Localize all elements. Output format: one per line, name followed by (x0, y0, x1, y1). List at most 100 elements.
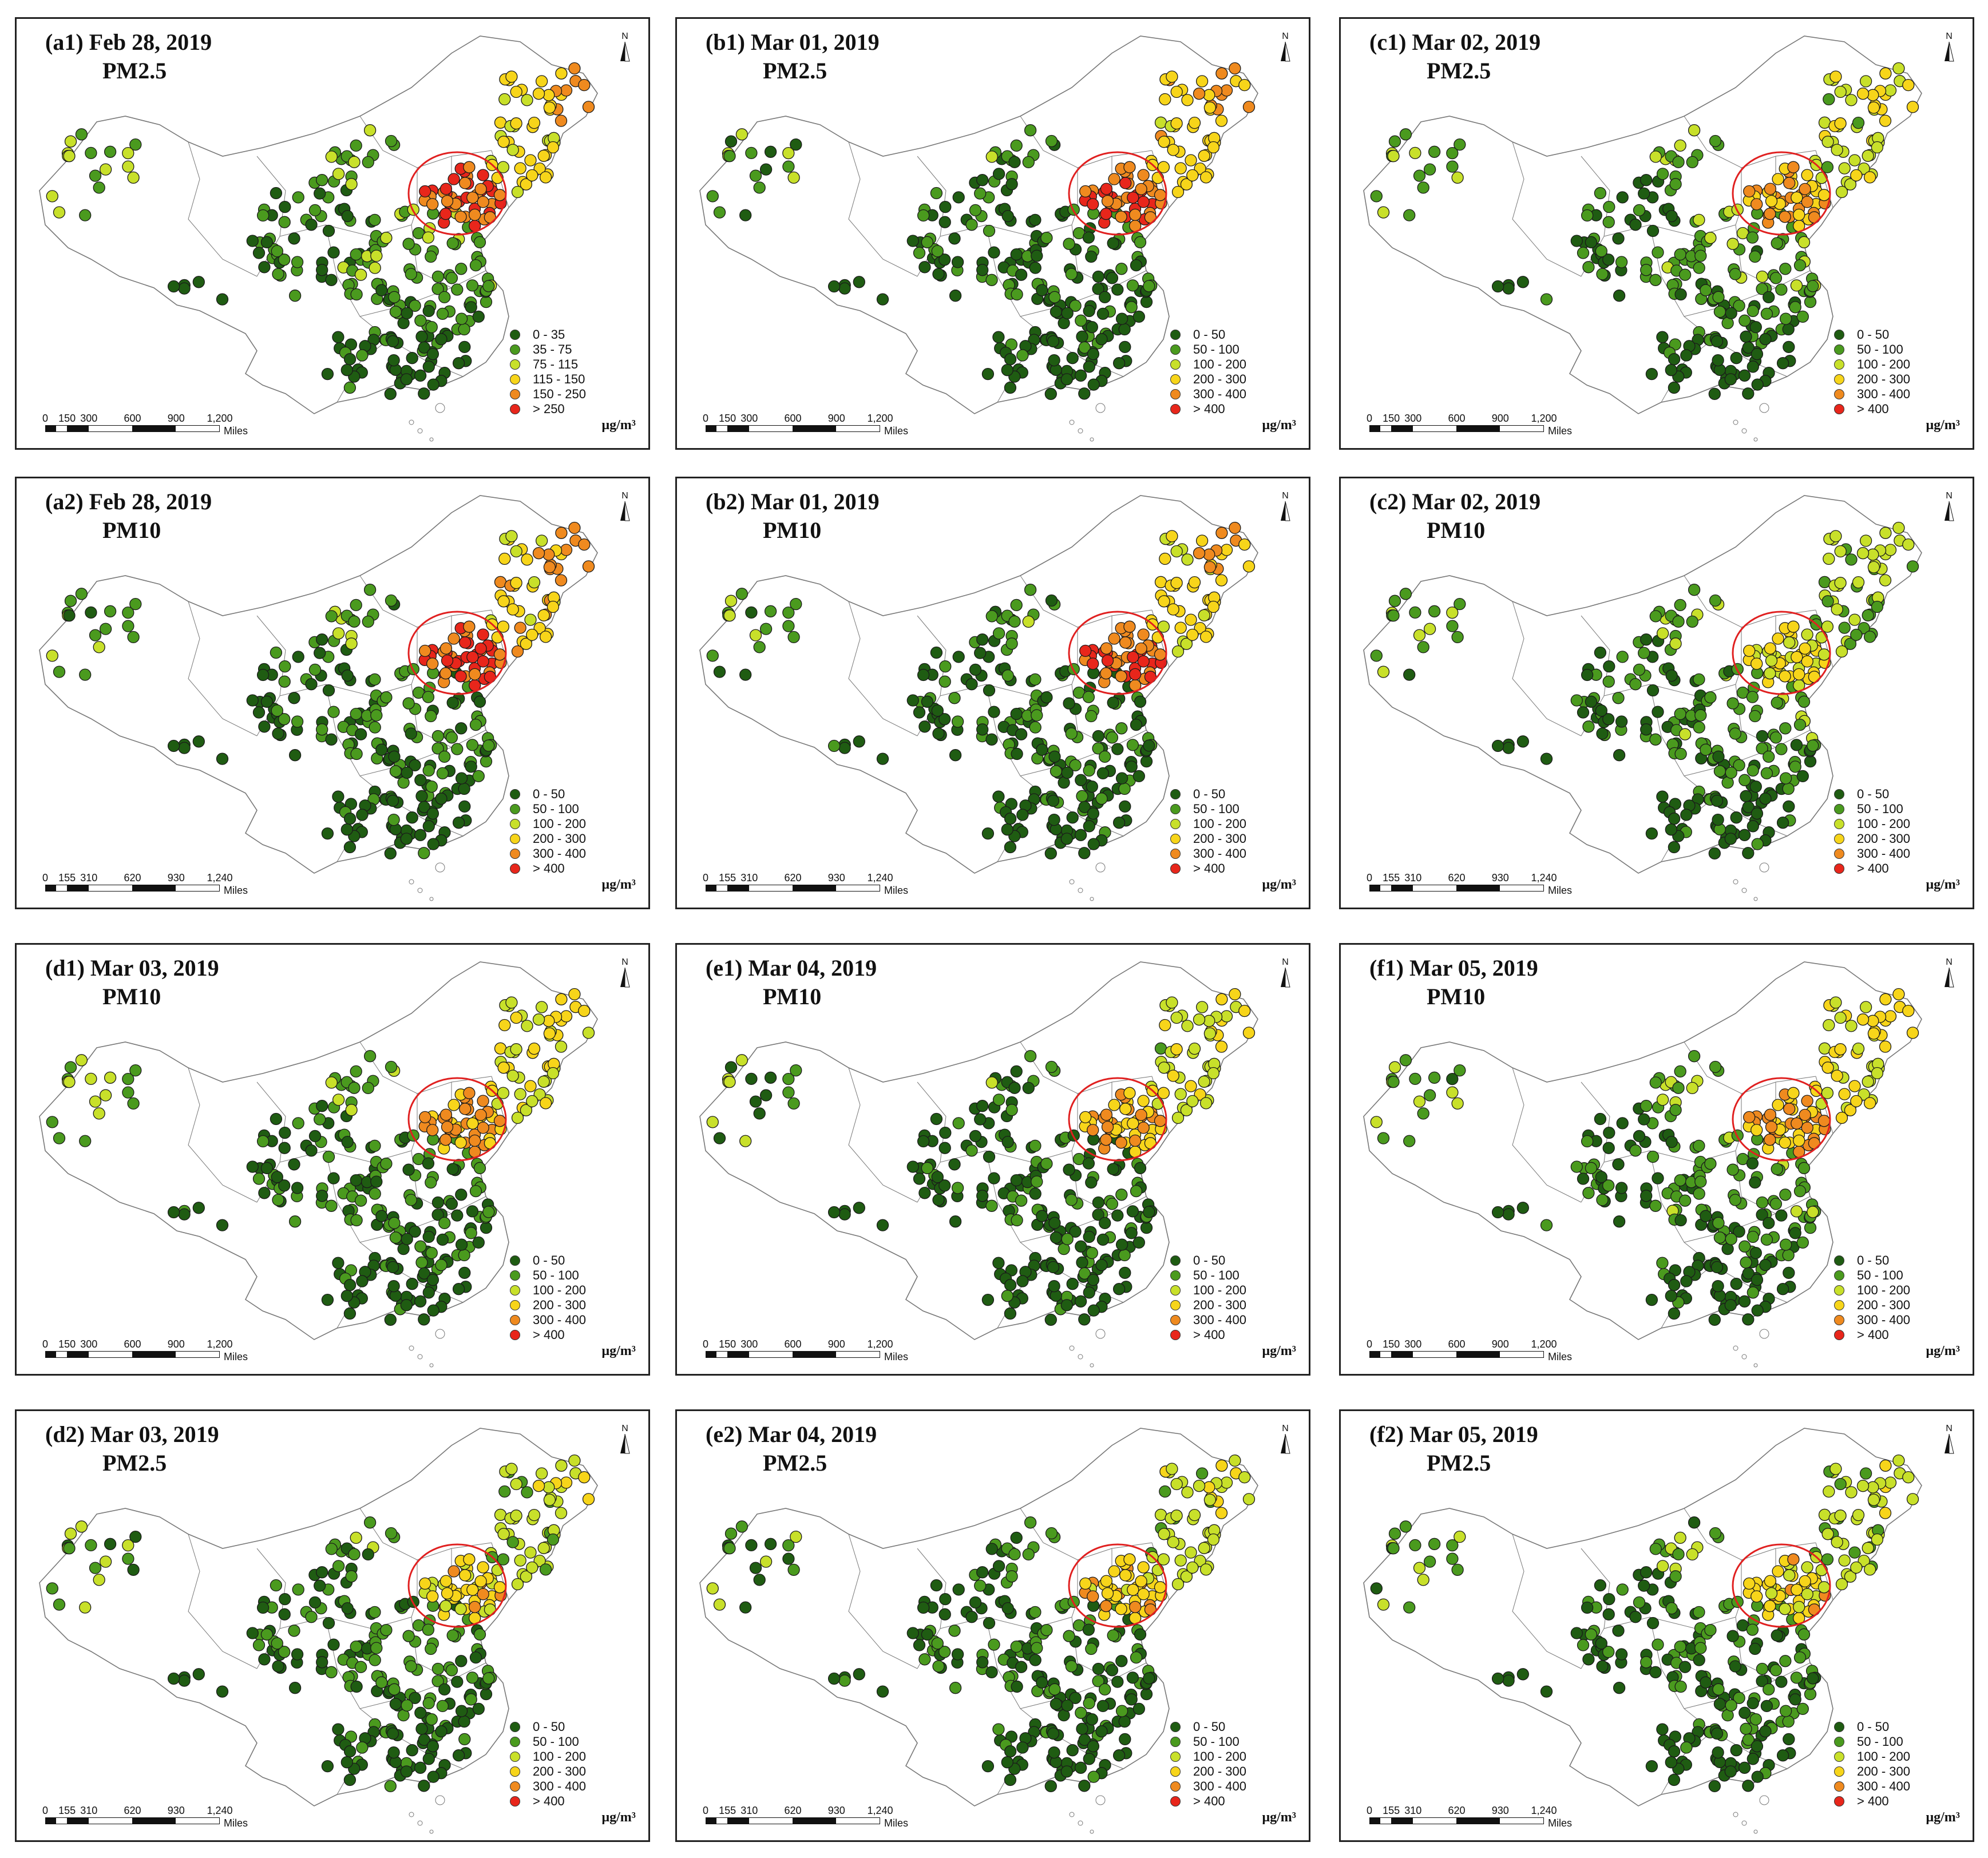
station-dot (405, 1194, 417, 1206)
station-dot (350, 1680, 363, 1693)
station-dot (938, 216, 951, 228)
station-dot (1242, 1493, 1256, 1506)
station-dot (477, 628, 489, 641)
north-label: N (1282, 31, 1289, 41)
station-dot (948, 1625, 961, 1637)
scale-tick-label: 150 (719, 413, 736, 424)
station-dot (1863, 171, 1876, 184)
island-outline (1069, 879, 1075, 885)
station-dot (1115, 772, 1128, 785)
station-dot (1751, 1770, 1764, 1783)
station-dot (1087, 838, 1100, 850)
station-dot (985, 1666, 998, 1678)
station-dot (1015, 268, 1028, 281)
station-dot (524, 1546, 537, 1559)
station-dot (405, 727, 417, 740)
island-outline (1733, 419, 1738, 425)
legend-label: 35 - 75 (533, 342, 572, 356)
station-dot (764, 145, 777, 158)
station-dot (735, 588, 749, 600)
station-dot (1409, 1539, 1421, 1552)
station-dot (1688, 1050, 1701, 1063)
station-dot (314, 187, 326, 200)
legend-swatch (510, 789, 520, 799)
station-dot (1656, 627, 1669, 640)
station-dot (1085, 710, 1098, 723)
station-dot (1871, 1067, 1884, 1080)
station-dot (1821, 1528, 1834, 1540)
station-dot (1409, 1072, 1421, 1086)
station-dot (477, 196, 489, 208)
station-dot (454, 1136, 467, 1149)
station-dot (356, 1275, 369, 1287)
station-dot (1167, 144, 1179, 156)
station-dot (938, 675, 951, 688)
station-dot (1100, 1600, 1112, 1613)
station-dot (278, 253, 291, 266)
station-dot (510, 1510, 522, 1522)
station-dot (1167, 603, 1179, 616)
station-dot (528, 116, 541, 129)
station-dot (1765, 1587, 1778, 1600)
station-dot (466, 1117, 479, 1130)
island-outline (417, 428, 423, 434)
station-dot (505, 1463, 518, 1475)
station-dot (1746, 1623, 1759, 1636)
scale-unit: Miles (884, 425, 909, 437)
station-dot (1005, 1570, 1018, 1583)
station-dot (1844, 637, 1857, 650)
concentration-legend: 0 - 35 35 - 75 75 - 115 115 - 150 150 - 250 >… (510, 327, 636, 433)
station-dot (1640, 264, 1653, 276)
station-dot (1083, 1697, 1095, 1710)
legend-swatch (510, 1796, 520, 1807)
station-dot (1078, 1733, 1091, 1746)
station-dot (1087, 198, 1099, 211)
island-outline (417, 888, 423, 893)
station-dot (1680, 1741, 1693, 1754)
station-dot (1817, 1115, 1831, 1127)
station-dot (1215, 1040, 1228, 1053)
scale-tick-label: 0 (702, 1338, 709, 1350)
station-dot (1725, 307, 1737, 320)
station-dot (932, 727, 945, 740)
station-dot (745, 1539, 758, 1552)
station-dot (1181, 553, 1194, 566)
province-boundary (1684, 1041, 1816, 1094)
station-dot (1709, 594, 1722, 607)
station-dot (1678, 268, 1692, 281)
station-dot (1137, 628, 1150, 641)
station-dot (1001, 823, 1013, 836)
station-dot (332, 331, 344, 343)
station-dot (1132, 770, 1145, 783)
scale-tick-label: 1,240 (867, 1805, 893, 1816)
province-boundary (188, 1067, 258, 1203)
station-dot (1845, 553, 1858, 566)
legend-entry: 150 - 250 (510, 387, 624, 402)
station-dot (431, 283, 444, 295)
pollutant-label: PM10 (1427, 517, 1486, 543)
station-dot (1076, 1722, 1088, 1735)
province-boundary (1020, 1508, 1153, 1560)
station-dot (327, 1172, 340, 1184)
highlight-circle (1068, 611, 1167, 695)
station-dot (1765, 195, 1778, 208)
station-dot (350, 707, 362, 720)
station-dot (1004, 1773, 1017, 1786)
station-dot (1867, 101, 1880, 114)
station-dot (252, 706, 266, 719)
station-dot (511, 185, 524, 199)
station-dot (543, 101, 556, 114)
station-dot (1902, 538, 1915, 551)
legend-label: > 400 (1857, 402, 1889, 416)
station-dot (332, 168, 345, 180)
station-dot (1078, 1267, 1091, 1280)
station-dot (1086, 1713, 1098, 1726)
station-dot (1134, 695, 1147, 708)
station-dot (1652, 1172, 1664, 1184)
station-dot (578, 538, 591, 551)
scale-tick-label: 310 (740, 872, 758, 884)
station-dot (415, 330, 428, 343)
station-dot (1730, 352, 1743, 365)
station-dot (1010, 599, 1023, 612)
station-dot (1834, 577, 1847, 589)
